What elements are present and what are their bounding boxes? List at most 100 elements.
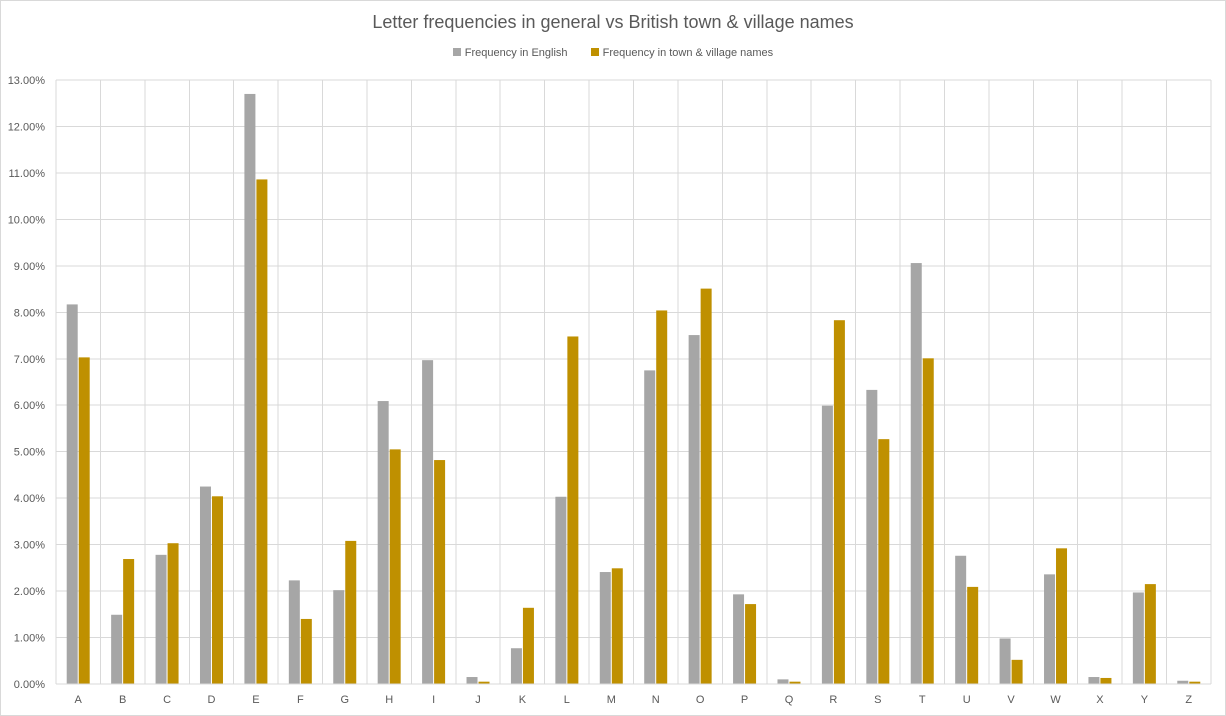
- bar-english: [910, 263, 922, 684]
- bar-english: [66, 304, 78, 684]
- y-tick-label: 1.00%: [14, 633, 45, 645]
- bar-english: [1177, 680, 1189, 684]
- legend-entry-english: Frequency in English: [452, 47, 568, 59]
- y-tick-label: 9.00%: [14, 261, 45, 273]
- y-tick-label: 10.00%: [8, 214, 46, 226]
- bar-english: [688, 335, 700, 684]
- bar-english: [377, 401, 389, 684]
- x-tick-label: K: [519, 694, 527, 706]
- x-tick-label: N: [652, 694, 660, 706]
- bar-town-village: [789, 681, 801, 684]
- bar-town-village: [1144, 584, 1156, 684]
- y-tick-label: 3.00%: [14, 540, 45, 552]
- legend-label-town-village: Frequency in town & village names: [602, 47, 774, 59]
- x-tick-label: E: [252, 694, 259, 706]
- bar-town-village: [256, 179, 268, 685]
- x-tick-label: Q: [785, 694, 794, 706]
- bar-town-village: [1189, 681, 1201, 684]
- x-tick-label: L: [564, 694, 570, 706]
- bar-english: [1044, 574, 1056, 684]
- x-tick-label: Z: [1185, 694, 1192, 706]
- y-tick-label: 12.00%: [8, 121, 46, 133]
- bar-town-village: [1100, 677, 1112, 684]
- x-tick-label: X: [1096, 694, 1104, 706]
- x-tick-label: U: [963, 694, 971, 706]
- bar-english: [955, 555, 967, 684]
- x-tick-label: T: [919, 694, 926, 706]
- bar-town-village: [434, 460, 446, 684]
- bar-town-village: [345, 540, 357, 684]
- bar-english: [777, 679, 789, 684]
- x-tick-label: J: [475, 694, 481, 706]
- x-tick-label: V: [1007, 694, 1015, 706]
- bar-town-village: [78, 357, 90, 684]
- bar-town-village: [567, 336, 579, 684]
- bar-english: [199, 486, 211, 684]
- bar-town-village: [167, 543, 179, 684]
- x-tick-label: A: [75, 694, 83, 706]
- x-tick-label: Y: [1141, 694, 1149, 706]
- bar-english: [333, 590, 345, 684]
- bar-english: [111, 614, 123, 684]
- legend-swatch-english: [452, 48, 461, 56]
- bar-town-village: [211, 496, 223, 684]
- x-tick-label: D: [208, 694, 216, 706]
- y-tick-label: 5.00%: [14, 447, 45, 459]
- bar-english: [155, 554, 167, 684]
- x-tick-label: R: [829, 694, 837, 706]
- bar-english: [510, 648, 522, 684]
- bar-town-village: [389, 449, 401, 684]
- bar-town-village: [522, 607, 534, 684]
- y-tick-label: 0.00%: [14, 679, 45, 691]
- bar-english: [599, 572, 611, 684]
- legend: Frequency in English Frequency in town &…: [0, 47, 1226, 59]
- x-tick-label: G: [340, 694, 349, 706]
- legend-swatch-town-village: [590, 48, 599, 56]
- y-tick-label: 11.00%: [9, 168, 46, 180]
- bar-town-village: [478, 681, 490, 684]
- bar-town-village: [1056, 548, 1068, 684]
- x-tick-label: M: [607, 694, 616, 706]
- y-tick-label: 6.00%: [14, 400, 45, 412]
- bar-english: [1088, 677, 1100, 684]
- bar-town-village: [745, 604, 757, 684]
- x-tick-label: C: [163, 694, 171, 706]
- y-tick-label: 2.00%: [14, 586, 45, 598]
- legend-entry-town-village: Frequency in town & village names: [590, 47, 774, 59]
- bar-town-village: [878, 439, 890, 684]
- bar-town-village: [300, 618, 312, 684]
- bar-english: [1132, 592, 1144, 684]
- bar-town-village: [1011, 659, 1023, 684]
- bar-english: [644, 370, 656, 684]
- x-tick-label: H: [385, 694, 393, 706]
- bar-english: [288, 580, 300, 684]
- bar-town-village: [922, 358, 934, 684]
- y-tick-label: 8.00%: [14, 307, 45, 319]
- x-tick-label: W: [1050, 694, 1061, 706]
- x-tick-label: S: [874, 694, 881, 706]
- bar-town-village: [833, 320, 845, 684]
- bar-town-village: [123, 559, 135, 684]
- y-tick-label: 13.00%: [8, 75, 46, 87]
- bar-english: [466, 677, 478, 684]
- legend-label-english: Frequency in English: [464, 47, 568, 59]
- bar-english: [999, 638, 1011, 684]
- y-tick-label: 7.00%: [14, 354, 45, 366]
- bar-english: [555, 496, 567, 684]
- bar-town-village: [656, 310, 668, 684]
- bar-english: [733, 594, 745, 684]
- x-tick-label: O: [696, 694, 705, 706]
- x-tick-label: I: [432, 694, 435, 706]
- y-tick-label: 4.00%: [14, 493, 45, 505]
- x-tick-label: B: [119, 694, 126, 706]
- bar-town-village: [700, 288, 712, 684]
- bar-english: [821, 405, 833, 684]
- x-tick-label: P: [741, 694, 748, 706]
- bar-town-village: [611, 568, 623, 684]
- bar-town-village: [967, 586, 979, 684]
- bar-english: [244, 93, 256, 684]
- bar-english: [422, 360, 434, 684]
- bar-english: [866, 389, 878, 684]
- chart-title: Letter frequencies in general vs British…: [372, 12, 854, 32]
